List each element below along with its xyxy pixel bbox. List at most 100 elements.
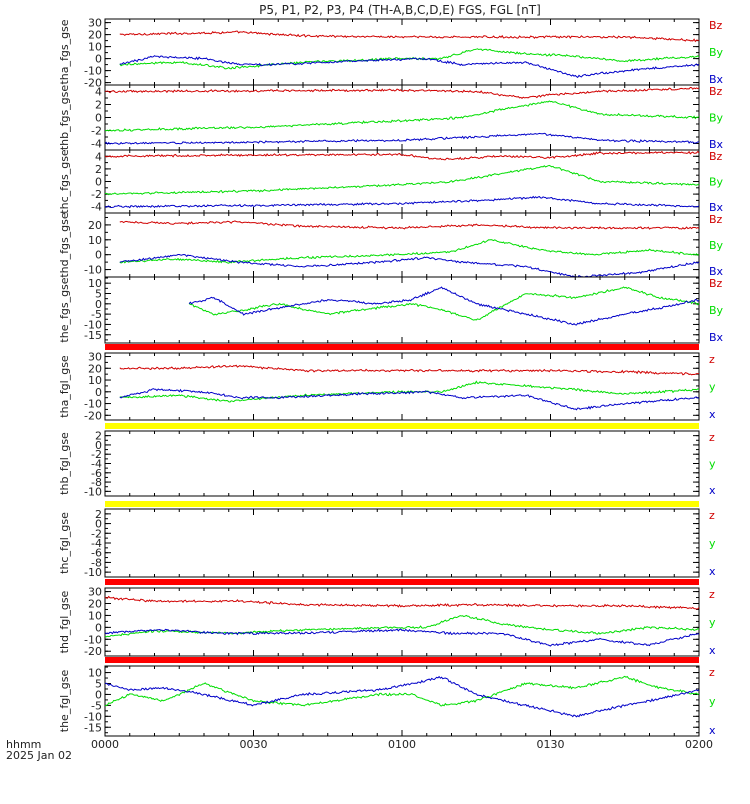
y-tick-label: -10 bbox=[84, 318, 102, 331]
y-tick-label: 4 bbox=[95, 86, 102, 99]
y-tick-label: 0 bbox=[95, 176, 102, 189]
panel-frame bbox=[104, 352, 700, 421]
y-tick-label: -4 bbox=[91, 138, 102, 151]
panel-thb_fgs_gse: 420-2-4 thb_fgs_gse Bz By Bx bbox=[58, 84, 724, 151]
y-tick-label: -4 bbox=[91, 201, 102, 214]
series-line-Bx bbox=[119, 55, 699, 79]
flag-bar-yellow bbox=[105, 501, 699, 507]
footer-hhmm: hhmm bbox=[6, 738, 41, 751]
y-tick-label: 2 bbox=[95, 508, 102, 521]
legend-entry: x bbox=[709, 565, 716, 578]
x-tick-label: 0100 bbox=[388, 738, 416, 751]
y-tick-label: 2 bbox=[95, 163, 102, 176]
panel-thd_fgs_gse: 20 10 0 -10 thd_fgs_gse Bz By Bx bbox=[58, 212, 724, 278]
y-tick-label: -10 bbox=[84, 710, 102, 723]
y-tick-label: -8 bbox=[91, 476, 102, 489]
legend-entry: Bx bbox=[709, 265, 724, 278]
y-tick-label: -20 bbox=[84, 409, 102, 422]
legend-entry: Bx bbox=[709, 331, 724, 344]
series-line-Bz bbox=[119, 30, 699, 43]
y-tick-label: 2 bbox=[95, 99, 102, 112]
y-tick-label: -10 bbox=[84, 633, 102, 646]
legend-entry: y bbox=[709, 458, 716, 471]
legend-entry: By bbox=[709, 304, 724, 317]
legend-entry: x bbox=[709, 724, 716, 737]
panel-thc_fgl_gse: 20-2-4-6-8-10 thc_fgl_gse z y x bbox=[58, 508, 716, 579]
y-tick-label: -15 bbox=[84, 329, 102, 342]
legend-entry: Bz bbox=[709, 150, 723, 163]
y-tick-label: 0 bbox=[95, 249, 102, 262]
legend-entry: z bbox=[709, 431, 715, 444]
y-tick-label: 10 bbox=[88, 277, 102, 290]
series-line-Bx bbox=[119, 253, 699, 277]
y-tick-label: 2 bbox=[95, 430, 102, 443]
y-tick-label: 4 bbox=[95, 150, 102, 163]
series-line-x bbox=[105, 628, 699, 647]
y-axis-label: tha_fgs_gse bbox=[58, 19, 71, 84]
y-tick-label: -10 bbox=[84, 485, 102, 498]
legend-entry: Bz bbox=[709, 19, 723, 32]
y-tick-label: 20 bbox=[88, 362, 102, 375]
chart-title: P5, P1, P2, P3, P4 (TH-A,B,C,D,E) FGS, F… bbox=[259, 3, 541, 17]
panel-frame bbox=[104, 212, 700, 278]
series-line-By bbox=[119, 48, 699, 70]
y-tick-label: 0 bbox=[95, 518, 102, 531]
y-tick-label: 5 bbox=[95, 288, 102, 301]
y-axis-label: thd_fgl_gse bbox=[58, 590, 71, 653]
flag-bar-red bbox=[105, 579, 699, 585]
panel-frame bbox=[104, 84, 700, 151]
y-tick-label: 0 bbox=[95, 53, 102, 66]
legend-entry: Bx bbox=[709, 73, 724, 86]
legend-entry: x bbox=[709, 484, 716, 497]
x-tick-label: 0030 bbox=[240, 738, 268, 751]
panel-thc_fgs_gse: 420-2-4 thc_fgs_gse Bz By Bx bbox=[58, 149, 724, 214]
y-tick-label: -4 bbox=[91, 537, 102, 550]
panel-frame bbox=[104, 508, 700, 578]
legend-entry: Bz bbox=[709, 85, 723, 98]
series-line-By bbox=[119, 239, 699, 264]
legend-entry: By bbox=[709, 46, 724, 59]
panel-frame bbox=[104, 587, 700, 657]
y-tick-label: 0 bbox=[95, 298, 102, 311]
y-tick-label: 10 bbox=[88, 374, 102, 387]
y-tick-label: -15 bbox=[84, 721, 102, 734]
series-line-By bbox=[188, 286, 699, 321]
legend-entry: y bbox=[709, 381, 716, 394]
series-line-Bx bbox=[188, 286, 699, 326]
y-tick-label: 0 bbox=[95, 688, 102, 701]
legend-entry: By bbox=[709, 239, 724, 252]
y-tick-label: 20 bbox=[88, 598, 102, 611]
y-tick-label: 0 bbox=[95, 439, 102, 452]
y-tick-label: -10 bbox=[84, 566, 102, 579]
legend-entry: Bx bbox=[709, 201, 724, 214]
y-tick-label: 10 bbox=[88, 41, 102, 54]
series-line-By bbox=[105, 100, 699, 132]
y-tick-label: -10 bbox=[84, 398, 102, 411]
y-tick-label: -5 bbox=[91, 308, 102, 321]
y-tick-label: -6 bbox=[91, 547, 102, 560]
series-line-y bbox=[119, 380, 699, 403]
footer-date: 2025 Jan 02 bbox=[6, 749, 72, 762]
legend-entry: z bbox=[709, 666, 715, 679]
y-tick-label: 10 bbox=[88, 609, 102, 622]
y-axis-label: thd_fgs_gse bbox=[58, 212, 71, 278]
series-line-Bz bbox=[105, 150, 699, 161]
legend-entry: Bz bbox=[709, 277, 723, 290]
y-tick-label: -4 bbox=[91, 458, 102, 471]
legend-entry: z bbox=[709, 588, 715, 601]
series-line-Bx bbox=[105, 132, 699, 145]
panel-frame bbox=[104, 276, 700, 344]
y-tick-label: -10 bbox=[84, 264, 102, 277]
y-tick-label: -2 bbox=[91, 188, 102, 201]
y-tick-label: -2 bbox=[91, 527, 102, 540]
legend-entry: z bbox=[709, 509, 715, 522]
flag-bar-yellow bbox=[105, 423, 699, 429]
legend-entry: x bbox=[709, 408, 716, 421]
series-line-z bbox=[119, 364, 699, 376]
y-tick-label: 0 bbox=[95, 386, 102, 399]
